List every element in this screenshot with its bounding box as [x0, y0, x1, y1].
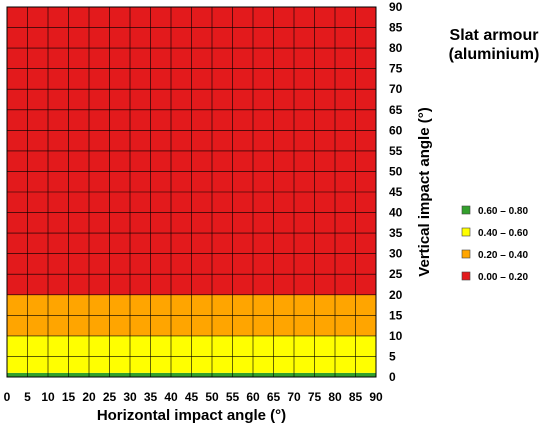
legend-swatch	[461, 271, 471, 281]
y-tick-label: 60	[389, 123, 403, 137]
x-tick-label: 40	[164, 390, 178, 404]
legend-label: 0.60 – 0.80	[478, 206, 528, 217]
x-tick-label: 5	[24, 390, 31, 404]
x-tick-label: 10	[41, 390, 55, 404]
x-tick-label: 25	[103, 390, 117, 404]
x-tick-labels: 0 5 10 15 20 25 30 35 40 45 50 55 60 65 70 75 80 85 90	[4, 390, 383, 404]
x-tick-label: 0	[4, 390, 11, 404]
y-tick-label: 10	[389, 329, 403, 343]
x-tick-label: 55	[226, 390, 240, 404]
x-tick-label: 75	[308, 390, 322, 404]
y-tick-label: 25	[389, 267, 403, 281]
legend: 0.60 – 0.80 0.40 – 0.60 0.20 – 0.40 0.00 – …	[461, 205, 528, 283]
x-tick-label: 45	[185, 390, 199, 404]
y-tick-label: 65	[389, 103, 403, 117]
plot-border	[6, 6, 377, 378]
x-tick-label: 65	[267, 390, 281, 404]
y-tick-label: 0	[389, 370, 396, 384]
legend-swatch	[461, 227, 471, 237]
legend-swatch	[461, 205, 471, 215]
x-tick-label: 60	[246, 390, 260, 404]
legend-label: 0.20 – 0.40	[478, 250, 528, 261]
legend-swatch	[461, 249, 471, 259]
x-tick-label: 90	[369, 390, 383, 404]
chart-title-line-1: Slat armour	[450, 27, 539, 44]
y-tick-label: 80	[389, 41, 403, 55]
x-tick-label: 20	[82, 390, 96, 404]
x-tick-label: 15	[62, 390, 76, 404]
y-tick-labels: 0 5 10 15 20 25 30 35 40 45 50 55 60 65 70 75 80 85 90	[389, 0, 403, 384]
x-tick-label: 50	[205, 390, 219, 404]
y-tick-label: 40	[389, 206, 403, 220]
y-tick-label: 85	[389, 21, 403, 35]
y-axis-title: Vertical impact angle (°)	[416, 107, 433, 276]
x-axis-title: Horizontal impact angle (°)	[97, 407, 286, 424]
y-tick-label: 15	[389, 308, 403, 322]
x-tick-label: 80	[328, 390, 342, 404]
y-tick-label: 90	[389, 0, 403, 14]
y-tick-label: 45	[389, 185, 403, 199]
legend-label: 0.40 – 0.60	[478, 228, 528, 239]
y-tick-label: 35	[389, 226, 403, 240]
chart-title-line-2: (aluminium)	[449, 46, 540, 63]
y-tick-label: 30	[389, 247, 403, 261]
y-tick-label: 75	[389, 62, 403, 76]
y-tick-label: 70	[389, 82, 403, 96]
x-tick-label: 70	[287, 390, 301, 404]
x-tick-label: 30	[123, 390, 137, 404]
x-tick-label: 35	[144, 390, 158, 404]
x-tick-label: 85	[349, 390, 363, 404]
y-tick-label: 5	[389, 349, 396, 363]
y-tick-label: 20	[389, 288, 403, 302]
legend-label: 0.00 – 0.20	[478, 272, 528, 283]
y-tick-label: 50	[389, 164, 403, 178]
y-tick-label: 55	[389, 144, 403, 158]
